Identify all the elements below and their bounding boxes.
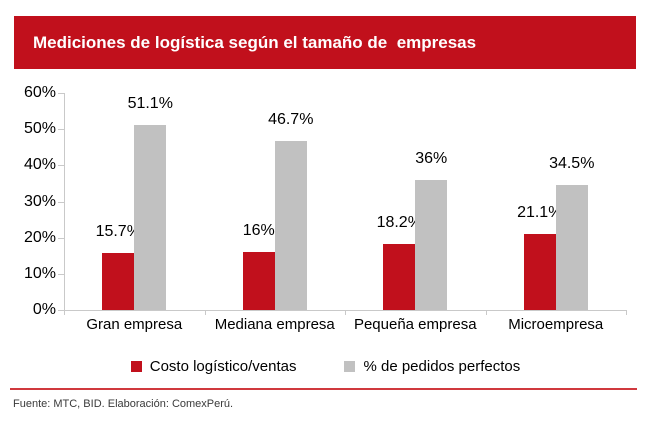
y-axis-tick	[58, 201, 64, 203]
y-axis-tick-label: 60%	[23, 84, 56, 101]
y-axis-tick-label: 10%	[23, 264, 56, 282]
source-note: Fuente: MTC, BID. Elaboración: ComexPerú…	[13, 398, 234, 410]
y-axis-tick	[58, 165, 64, 167]
legend-swatch-icon	[130, 361, 142, 372]
bar-value-label: 16%	[242, 222, 275, 239]
y-axis-tick	[58, 129, 64, 131]
legend-swatch-icon	[344, 361, 356, 372]
legend-item-2: % de pedidos perfectos	[344, 358, 520, 375]
x-axis-tick	[626, 310, 627, 315]
x-axis-tick	[204, 310, 206, 315]
x-axis-tick	[485, 310, 487, 315]
legend-label: % de pedidos perfectos	[363, 358, 521, 375]
x-axis-tick	[345, 310, 346, 315]
chart-legend: Costo logístico/ventas % de pedidos perfe…	[0, 358, 651, 375]
y-axis-tick	[58, 310, 64, 311]
bar-pedidos-4	[555, 185, 588, 310]
y-axis-tick	[58, 93, 64, 94]
bar-costo-2	[242, 252, 275, 310]
y-axis-tick-label: 40%	[23, 156, 56, 174]
bar-costo-4	[523, 234, 556, 310]
y-axis-tick-label: 50%	[23, 120, 56, 138]
y-axis-line	[64, 93, 65, 311]
y-axis-tick	[58, 273, 64, 275]
y-axis-tick-label: 0%	[32, 301, 56, 318]
bar-value-label: 34.5%	[549, 155, 595, 172]
legend-item-1: Costo logístico/ventas	[130, 358, 297, 375]
bar-value-label: 18.2%	[376, 214, 422, 231]
bar-costo-1	[102, 253, 135, 310]
bar-value-label: 51.1%	[127, 95, 173, 112]
x-axis-category-label: Pequeña empresa	[353, 316, 477, 333]
bar-value-label: 36%	[415, 150, 448, 167]
bar-value-label: 46.7%	[268, 111, 314, 128]
x-axis-tick	[64, 310, 65, 315]
bar-pedidos-2	[274, 141, 307, 310]
bar-pedidos-1	[134, 125, 167, 310]
title-banner: Mediciones de logística según el tamaño …	[14, 16, 636, 69]
bar-value-label: 15.7%	[95, 223, 141, 240]
bar-value-label: 21.1%	[517, 204, 563, 221]
bar-costo-3	[383, 244, 416, 310]
y-axis-tick	[58, 237, 64, 239]
legend-label: Costo logístico/ventas	[149, 358, 297, 375]
y-axis-tick-label: 20%	[23, 228, 56, 246]
chart-title: Mediciones de logística según el tamaño …	[33, 32, 477, 52]
bar-pedidos-3	[415, 180, 448, 310]
y-axis-tick-label: 30%	[23, 192, 56, 210]
footer-divider	[10, 388, 637, 390]
x-axis-category-label: Gran empresa	[86, 316, 183, 333]
x-axis-category-label: Microempresa	[508, 316, 604, 333]
x-axis-category-label: Mediana empresa	[214, 316, 335, 333]
